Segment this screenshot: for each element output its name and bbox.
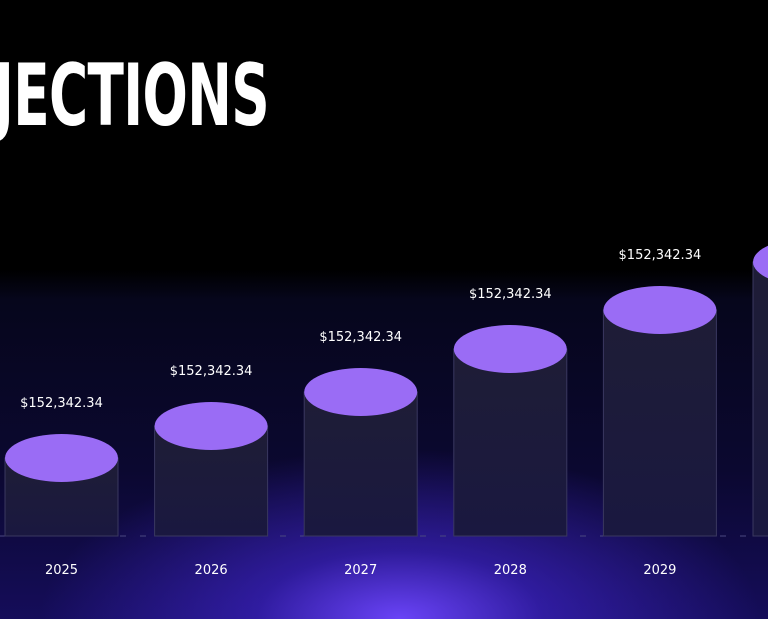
bar-top-2025 (5, 434, 118, 482)
value-label: $152,342.34 (319, 330, 402, 345)
bar-top-2026 (154, 402, 268, 450)
year-label-2025: 2025 (45, 563, 78, 578)
bar-body-next (752, 261, 768, 537)
year-label-2028: 2028 (494, 563, 527, 578)
year-label-2026: 2026 (195, 563, 228, 578)
bar-body-2028 (453, 348, 568, 537)
year-labels-group: 2025 2026 2027 2028 2029 (45, 563, 676, 578)
bar-top-2027 (304, 368, 418, 416)
bar-body-2029 (602, 309, 717, 537)
value-label: $152,342.34 (20, 396, 103, 411)
bar-top-2028 (453, 325, 567, 373)
year-label-2029: 2029 (643, 563, 676, 578)
bars-group (4, 245, 768, 537)
value-label: $152,342.34 (469, 287, 552, 302)
value-label: $152,342.34 (619, 248, 702, 263)
bar-top-next (753, 245, 768, 279)
value-labels-group: $152,342.34 $152,342.34 $152,342.34 $152,34… (20, 248, 701, 411)
value-label: $152,342.34 (170, 364, 253, 379)
bar-top-2029 (603, 286, 717, 334)
year-label-2027: 2027 (344, 563, 377, 578)
page-title: JECTIONS (0, 46, 270, 146)
